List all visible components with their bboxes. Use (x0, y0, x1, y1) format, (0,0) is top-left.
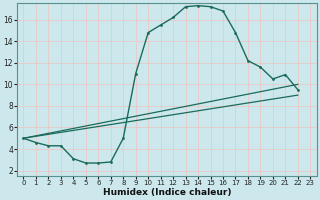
X-axis label: Humidex (Indice chaleur): Humidex (Indice chaleur) (103, 188, 231, 197)
